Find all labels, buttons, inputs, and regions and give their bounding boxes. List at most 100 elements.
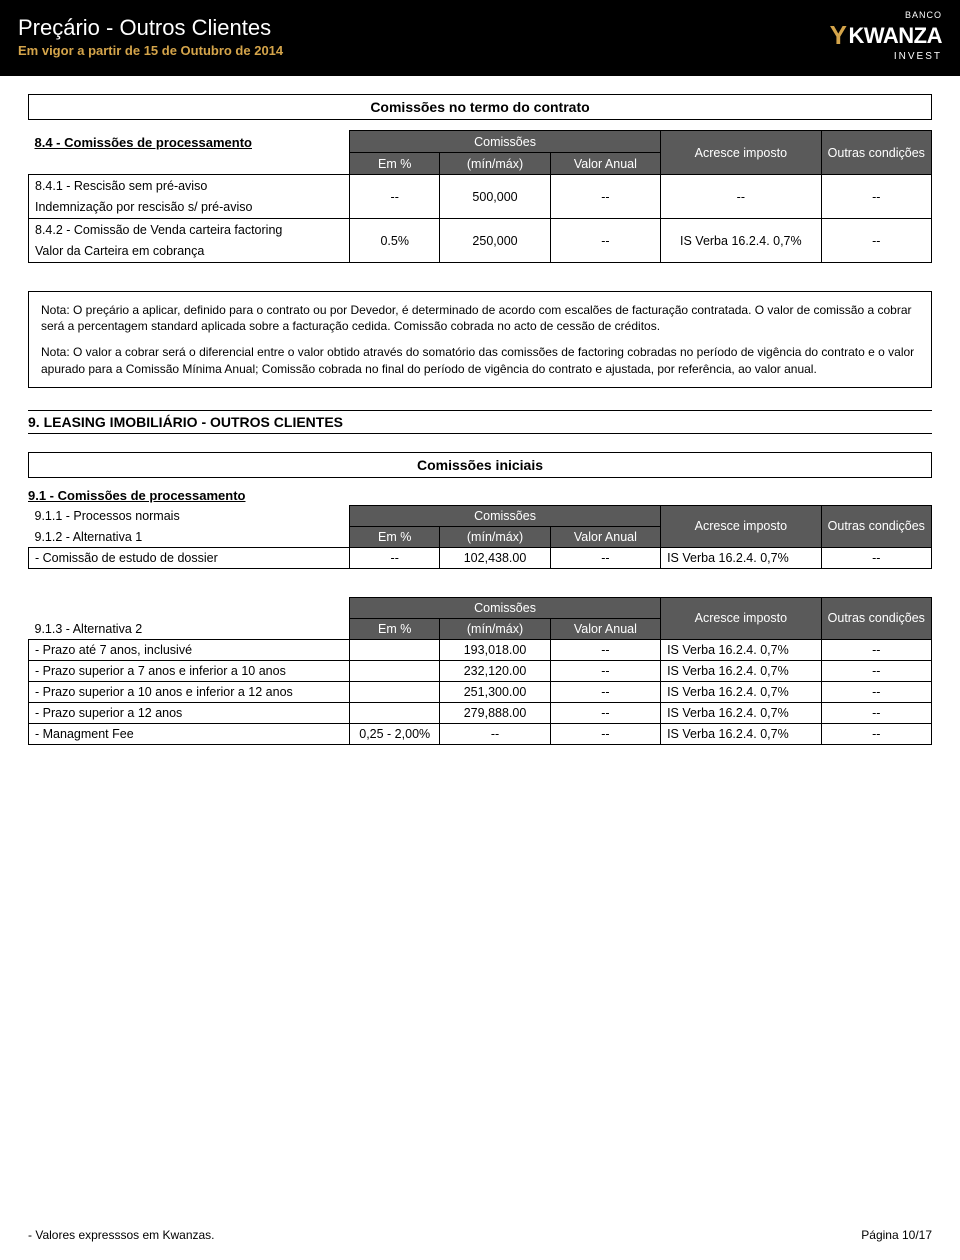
logo-y-icon: Y <box>830 20 847 51</box>
t3-va: -- <box>550 639 660 660</box>
t3-imp: IS Verba 16.2.4. 0,7% <box>661 660 822 681</box>
t3-imp: IS Verba 16.2.4. 0,7% <box>661 639 822 660</box>
th-empct: Em % <box>350 153 440 175</box>
t3-pct <box>350 660 440 681</box>
t3-va: -- <box>550 723 660 744</box>
t3-imp: IS Verba 16.2.4. 0,7% <box>661 702 822 723</box>
header-left: Preçário - Outros Clientes Em vigor a pa… <box>18 15 283 58</box>
t3-pct <box>350 702 440 723</box>
th-minmax: (mín/máx) <box>440 153 550 175</box>
th-comissoes: Comissões <box>350 131 661 153</box>
t3-minmax: 251,300.00 <box>440 681 550 702</box>
th3-va: Valor Anual <box>550 618 660 639</box>
t1-r2b: Valor da Carteira em cobrança <box>29 241 350 263</box>
logo-text: KWANZA <box>848 23 942 49</box>
section-912-label: 9.1.2 - Alternativa 1 <box>29 526 350 547</box>
table-row: - Managment Fee0,25 - 2,00%----IS Verba … <box>29 723 932 744</box>
t1-r1-imp: -- <box>661 175 822 219</box>
t3-cond: -- <box>821 723 931 744</box>
logo-main: YKWANZA <box>830 20 942 51</box>
t1-r1-va: -- <box>550 175 660 219</box>
th3-empct: Em % <box>350 618 440 639</box>
t3-minmax: -- <box>440 723 550 744</box>
t3-minmax: 193,018.00 <box>440 639 550 660</box>
table-913: Comissões Acresce imposto Outras condiçõ… <box>28 597 932 745</box>
section-913-label: 9.1.3 - Alternativa 2 <box>29 618 350 639</box>
t1-r2-va: -- <box>550 219 660 263</box>
t1-r1-minmax: 500,000 <box>440 175 550 219</box>
t3-label: - Prazo superior a 7 anos e inferior a 1… <box>29 660 350 681</box>
header-subtitle: Em vigor a partir de 15 de Outubro de 20… <box>18 43 283 58</box>
th2-empct: Em % <box>350 526 440 547</box>
table-row: - Prazo superior a 10 anos e inferior a … <box>29 681 932 702</box>
t3-cond: -- <box>821 660 931 681</box>
t3-label: - Prazo até 7 anos, inclusivé <box>29 639 350 660</box>
box-title-1: Comissões no termo do contrato <box>28 94 932 120</box>
t3-minmax: 279,888.00 <box>440 702 550 723</box>
footer-right: Página 10/17 <box>861 1228 932 1242</box>
t3-cond: -- <box>821 639 931 660</box>
t3-label: - Managment Fee <box>29 723 350 744</box>
th3-acresce: Acresce imposto <box>661 597 822 639</box>
table-row: - Prazo superior a 12 anos279,888.00--IS… <box>29 702 932 723</box>
t3-pct <box>350 639 440 660</box>
th-valoranual: Valor Anual <box>550 153 660 175</box>
t1-r1b: Indemnização por rescisão s/ pré-aviso <box>29 197 350 219</box>
page-header: Preçário - Outros Clientes Em vigor a pa… <box>0 0 960 76</box>
th2-outras: Outras condições <box>821 505 931 547</box>
box-title-2: Comissões iniciais <box>28 452 932 478</box>
t2-r1-va: -- <box>550 547 660 568</box>
t3-label: - Prazo superior a 10 anos e inferior a … <box>29 681 350 702</box>
note-p2: Nota: O valor a cobrar será o diferencia… <box>41 344 919 376</box>
t1-r1a: 8.4.1 - Rescisão sem pré-aviso <box>29 175 350 197</box>
header-title: Preçário - Outros Clientes <box>18 15 283 41</box>
t3-minmax: 232,120.00 <box>440 660 550 681</box>
t3-pct: 0,25 - 2,00% <box>350 723 440 744</box>
th3-outras: Outras condições <box>821 597 931 639</box>
t3-va: -- <box>550 660 660 681</box>
t2-r1-pct: -- <box>350 547 440 568</box>
t3-cond: -- <box>821 702 931 723</box>
t1-r1-pct: -- <box>350 175 440 219</box>
t2-r1-cond: -- <box>821 547 931 568</box>
table-84: 8.4 - Comissões de processamento Comissõ… <box>28 130 932 263</box>
t1-r2-pct: 0.5% <box>350 219 440 263</box>
table-912: 9.1.1 - Processos normais Comissões Acre… <box>28 505 932 569</box>
th2-acresce: Acresce imposto <box>661 505 822 547</box>
footer: - Valores expresssos em Kwanzas. Página … <box>28 1228 932 1242</box>
th3-comissoes: Comissões <box>350 597 661 618</box>
t1-r1-cond: -- <box>821 175 931 219</box>
note-p1: Nota: O preçário a aplicar, definido par… <box>41 302 919 334</box>
th2-minmax: (mín/máx) <box>440 526 550 547</box>
t2-r1-imp: IS Verba 16.2.4. 0,7% <box>661 547 822 568</box>
logo: BANCO YKWANZA INVEST <box>830 10 942 62</box>
t1-r2-minmax: 250,000 <box>440 219 550 263</box>
th-acresce: Acresce imposto <box>661 131 822 175</box>
t3-imp: IS Verba 16.2.4. 0,7% <box>661 723 822 744</box>
t3-pct <box>350 681 440 702</box>
t3-va: -- <box>550 702 660 723</box>
section-9-title: 9. LEASING IMOBILIÁRIO - OUTROS CLIENTES <box>28 410 932 434</box>
th2-comissoes: Comissões <box>350 505 661 526</box>
table-row: - Prazo até 7 anos, inclusivé193,018.00-… <box>29 639 932 660</box>
logo-bottom: INVEST <box>894 51 942 62</box>
t3-label: - Prazo superior a 12 anos <box>29 702 350 723</box>
footer-left: - Valores expresssos em Kwanzas. <box>28 1228 215 1242</box>
t1-r2-imp: IS Verba 16.2.4. 0,7% <box>661 219 822 263</box>
t3-cond: -- <box>821 681 931 702</box>
th3-minmax: (mín/máx) <box>440 618 550 639</box>
section-91-label: 9.1 - Comissões de processamento <box>28 488 932 503</box>
t2-r1-minmax: 102,438.00 <box>440 547 550 568</box>
th2-va: Valor Anual <box>550 526 660 547</box>
logo-top: BANCO <box>905 10 942 20</box>
content: Comissões no termo do contrato 8.4 - Com… <box>0 76 960 745</box>
t2-r1-label: - Comissão de estudo de dossier <box>29 547 350 568</box>
section-84-label: 8.4 - Comissões de processamento <box>35 135 252 150</box>
t1-r2-cond: -- <box>821 219 931 263</box>
notes-block: Nota: O preçário a aplicar, definido par… <box>28 291 932 388</box>
t1-r2a: 8.4.2 - Comissão de Venda carteira facto… <box>29 219 350 241</box>
section-911-label: 9.1.1 - Processos normais <box>29 505 350 526</box>
t3-imp: IS Verba 16.2.4. 0,7% <box>661 681 822 702</box>
t3-va: -- <box>550 681 660 702</box>
table-row: - Prazo superior a 7 anos e inferior a 1… <box>29 660 932 681</box>
